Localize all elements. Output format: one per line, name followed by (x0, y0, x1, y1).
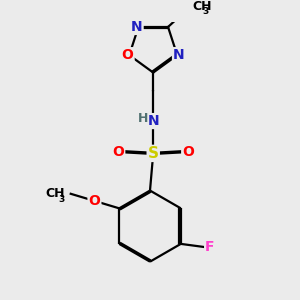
Text: O: O (112, 145, 124, 159)
Text: 3: 3 (58, 195, 65, 204)
Text: 3: 3 (202, 7, 208, 16)
Text: O: O (122, 48, 134, 62)
Text: N: N (131, 20, 142, 34)
Text: S: S (148, 146, 159, 161)
Text: CH: CH (192, 0, 212, 13)
Text: H: H (138, 112, 148, 125)
Text: N: N (147, 114, 159, 128)
Text: CH: CH (45, 187, 65, 200)
Text: N: N (173, 48, 184, 62)
Text: O: O (88, 194, 101, 208)
Text: O: O (182, 145, 194, 159)
Text: F: F (205, 240, 214, 254)
